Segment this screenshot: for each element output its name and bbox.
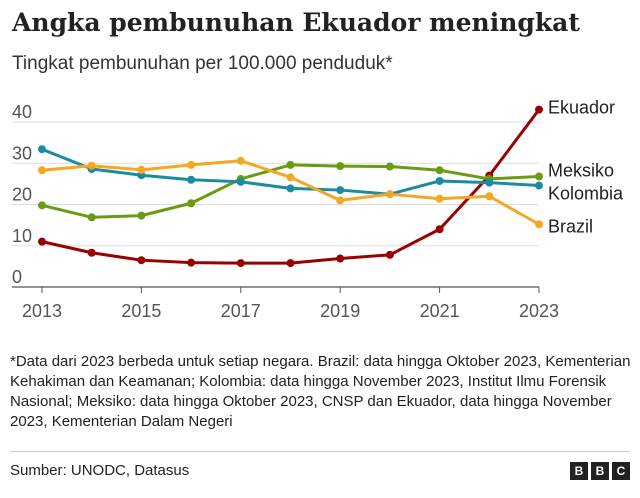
data-point-brazil [38,166,46,175]
x-axis-ticks: 2013 2015 2017 2019 2021 2023 [22,287,559,321]
series-line-brazil [40,159,541,226]
y-tick-label: 0 [12,267,22,287]
x-tick-label: 2017 [221,301,261,321]
series-lines [38,105,543,268]
source-text: Sumber: UNODC, Datasus [10,462,190,479]
data-point-ekuador [137,256,146,265]
data-point-brazil [435,194,444,203]
x-tick-label: 2019 [320,301,360,321]
y-axis-ticks: 0 10 20 30 40 [12,102,32,287]
data-point-meksiko [535,172,543,181]
data-point-brazil [336,196,345,205]
line-chart: 0 10 20 30 40 2013 2015 2017 2019 2021 2023 Ekuad… [12,98,624,321]
data-point-ekuador [535,105,543,114]
data-point-ekuador [336,254,345,263]
data-point-kolombia [187,175,196,184]
data-point-ekuador [236,259,245,268]
data-point-ekuador [187,258,196,267]
y-tick-label: 10 [12,226,32,246]
data-point-kolombia [535,181,543,190]
logo-letter: C [612,462,630,480]
series-label-ekuador: Ekuador [548,98,615,118]
chart-title: Angka pembunuhan Ekuador meningkat [12,8,580,37]
data-point-brazil [385,190,394,199]
y-tick-label: 20 [12,185,32,205]
data-point-meksiko [38,201,46,210]
data-point-meksiko [286,160,295,169]
data-point-kolombia [236,177,245,186]
data-point-kolombia [38,145,46,154]
footnote: *Data dari 2023 berbeda untuk setiap neg… [10,353,631,430]
data-point-ekuador [38,237,46,246]
x-tick-label: 2013 [22,301,62,321]
y-tick-label: 40 [12,102,32,122]
data-point-brazil [485,192,494,201]
data-point-ekuador [385,250,394,259]
data-point-meksiko [137,211,146,220]
data-point-brazil [535,220,543,229]
data-point-meksiko [336,162,345,171]
bbc-logo: B B C [570,462,630,480]
data-point-meksiko [385,162,394,171]
logo-letter: B [591,462,609,480]
data-point-brazil [236,156,245,165]
data-point-ekuador [87,248,96,257]
data-point-brazil [137,165,146,174]
data-point-meksiko [87,213,96,222]
series-label-kolombia: Kolombia [548,184,624,204]
x-tick-label: 2021 [420,301,460,321]
data-point-kolombia [286,184,295,193]
data-point-kolombia [485,178,494,187]
footer-divider [10,451,630,452]
data-point-ekuador [435,225,444,234]
data-point-kolombia [435,176,444,185]
y-tick-label: 30 [12,143,32,163]
data-point-brazil [286,173,295,182]
series-labels: Ekuador Meksiko Kolombia Brazil [548,98,624,237]
data-point-kolombia [336,186,345,195]
logo-letter: B [570,462,588,480]
series-label-brazil: Brazil [548,216,593,236]
data-point-brazil [87,161,96,170]
chart-subtitle: Tingkat pembunuhan per 100.000 penduduk* [12,53,393,74]
x-tick-label: 2023 [519,301,559,321]
gridlines [12,121,539,288]
data-point-ekuador [286,259,295,268]
data-point-meksiko [435,166,444,175]
data-point-brazil [187,160,196,169]
data-point-meksiko [187,199,196,208]
series-label-meksiko: Meksiko [548,160,614,180]
x-tick-label: 2015 [121,301,161,321]
